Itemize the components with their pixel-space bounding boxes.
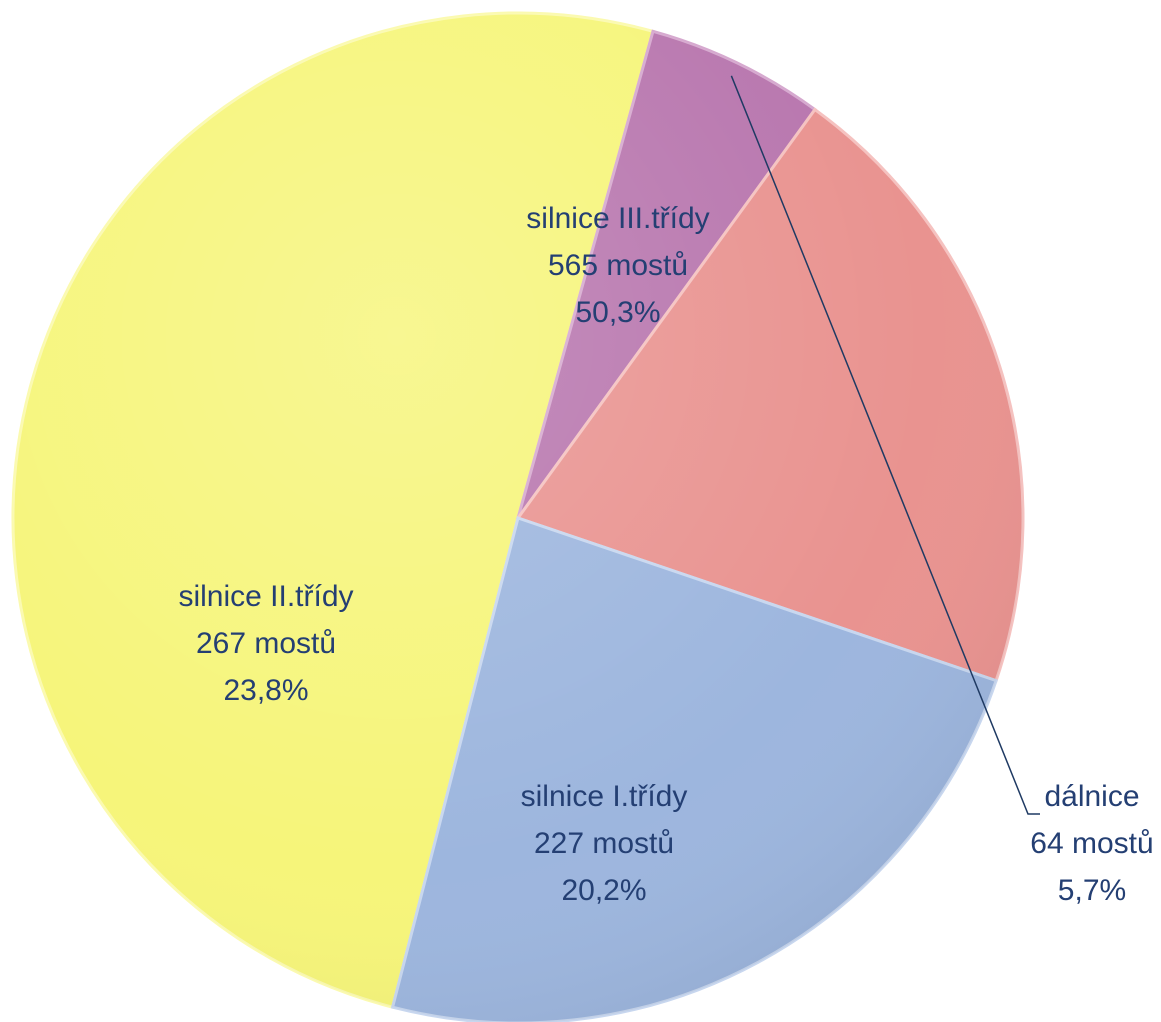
label-count: 227 mostů bbox=[534, 827, 674, 860]
label-name: silnice II.třídy bbox=[178, 580, 353, 613]
label-percent: 50,3% bbox=[575, 296, 660, 329]
label-percent: 5,7% bbox=[1058, 874, 1126, 907]
label-count: 267 mostů bbox=[196, 627, 336, 660]
label-name: silnice III.třídy bbox=[526, 202, 709, 235]
slice-label-silnice-i-tridy: silnice I.třídy 227 mostů 20,2% bbox=[521, 780, 688, 907]
label-count: 64 mostů bbox=[1030, 827, 1153, 860]
slice-labels: silnice III.třídy 565 mostů 50,3% dálnice 64… bbox=[178, 202, 1153, 907]
slice-label-silnice-ii-tridy: silnice II.třídy 267 mostů 23,8% bbox=[178, 580, 353, 707]
label-name: silnice I.třídy bbox=[521, 780, 688, 813]
leader-line-dalnice bbox=[730, 75, 1040, 815]
label-percent: 23,8% bbox=[223, 674, 308, 707]
slice-label-silnice-iii-tridy: silnice III.třídy 565 mostů 50,3% bbox=[526, 202, 709, 329]
label-percent: 20,2% bbox=[561, 874, 646, 907]
label-count: 565 mostů bbox=[548, 249, 688, 282]
pie-slices bbox=[11, 11, 1025, 1022]
label-name: dálnice bbox=[1044, 780, 1139, 813]
slice-label-dalnice: dálnice 64 mostů 5,7% bbox=[1030, 780, 1153, 907]
